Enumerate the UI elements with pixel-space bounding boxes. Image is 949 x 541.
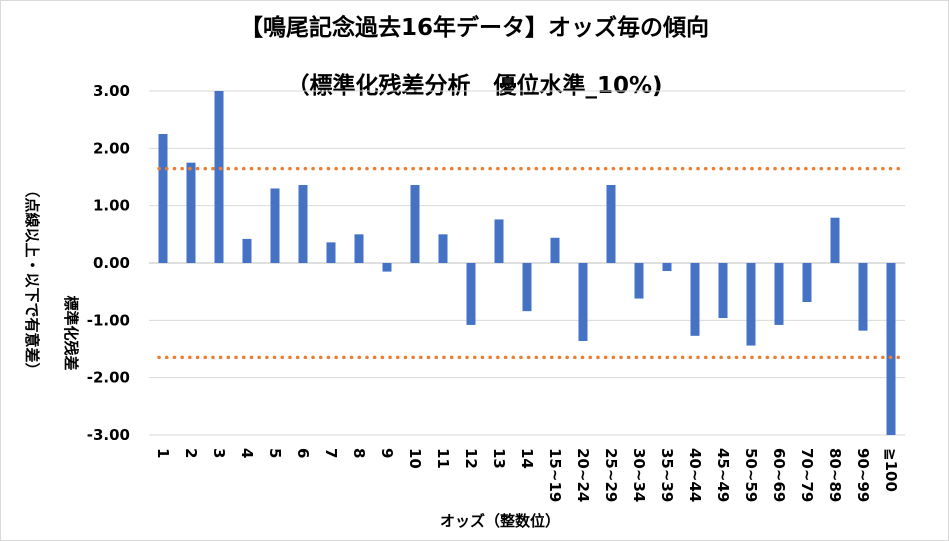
bar xyxy=(578,263,588,341)
x-tick-label: 13 xyxy=(490,448,508,469)
bar xyxy=(186,162,196,263)
bar xyxy=(550,237,560,263)
bar xyxy=(298,185,308,263)
y-tick-label: 0.00 xyxy=(93,254,130,272)
bar xyxy=(802,263,812,302)
x-tick-label: 8 xyxy=(350,448,368,458)
chart-title: 【鳴尾記念過去16年データ】オッズ毎の傾向 xyxy=(239,15,709,41)
x-tick-label: 30~34 xyxy=(630,448,648,502)
threshold-lines xyxy=(157,166,902,360)
x-tick-label: 9 xyxy=(378,448,396,458)
bar xyxy=(382,263,392,272)
x-tick-label: 40~44 xyxy=(686,448,704,502)
bar xyxy=(242,238,252,263)
x-axis-label: オッズ（整数位） xyxy=(440,512,560,530)
x-tick-label: 45~49 xyxy=(714,448,732,502)
bars xyxy=(158,91,896,435)
x-tick-label: 50~59 xyxy=(742,448,760,502)
bar xyxy=(886,263,896,435)
x-tick-label: 15~19 xyxy=(546,448,564,502)
x-tick-label: 5 xyxy=(266,448,284,458)
y-axis-label: 標準化残差 xyxy=(62,295,80,370)
chart-subtitle: （標準化残差分析 優位水準_10%) xyxy=(286,73,663,99)
x-tick-label: 10 xyxy=(406,448,424,469)
x-tick-labels: 1 2 3 4 5 6 7 8 9 10 11 12 13 14 15~19 20~24 25~29 30~34 3… xyxy=(154,448,900,502)
y-tick-label: -1.00 xyxy=(87,311,130,329)
x-tick-label: 60~69 xyxy=(770,448,788,502)
y-tick-labels: 3.00 2.00 1.00 0.00 -1.00 -2.00 -3.00 xyxy=(87,82,130,444)
y-tick-label: -3.00 xyxy=(87,426,130,444)
bar xyxy=(326,242,336,263)
y-tick-label: 3.00 xyxy=(93,82,130,100)
bar xyxy=(466,263,476,325)
x-tick-label: 20~24 xyxy=(574,448,592,502)
x-tick-label: 1 xyxy=(154,448,172,458)
x-tick-label: 14 xyxy=(518,448,536,469)
x-tick-label: 25~29 xyxy=(602,448,620,502)
x-tick-label: 11 xyxy=(434,448,452,469)
bar xyxy=(606,185,616,263)
bar xyxy=(494,219,504,263)
x-tick-label: ≧100 xyxy=(882,448,900,492)
x-tick-label: 70~79 xyxy=(798,448,816,502)
bar xyxy=(158,134,168,263)
x-tick-label: 35~39 xyxy=(658,448,676,502)
x-tick-label: 2 xyxy=(182,448,200,458)
x-tick-label: 4 xyxy=(238,448,256,458)
bar xyxy=(718,263,728,319)
y-axis-sublabel: （点線以上・以下で有意差） xyxy=(23,182,41,377)
bar xyxy=(662,263,672,272)
bar xyxy=(354,234,364,263)
bar xyxy=(830,217,840,263)
x-tick-label: 12 xyxy=(462,448,480,469)
x-tick-label: 6 xyxy=(294,448,312,458)
bar xyxy=(438,234,448,263)
x-tick-label: 80~89 xyxy=(826,448,844,502)
bar xyxy=(270,188,280,263)
bar xyxy=(410,185,420,263)
bar xyxy=(522,263,532,312)
x-tick-label: 90~99 xyxy=(854,448,872,502)
bar xyxy=(690,263,700,336)
y-tick-label: -2.00 xyxy=(87,369,130,387)
bar xyxy=(774,263,784,325)
y-tick-label: 2.00 xyxy=(93,139,130,157)
bar xyxy=(634,263,644,299)
bar xyxy=(858,263,868,331)
y-tick-label: 1.00 xyxy=(93,197,130,215)
bar xyxy=(214,91,224,263)
x-tick-label: 7 xyxy=(322,448,340,458)
bar xyxy=(746,263,756,346)
x-tick-label: 3 xyxy=(210,448,228,458)
